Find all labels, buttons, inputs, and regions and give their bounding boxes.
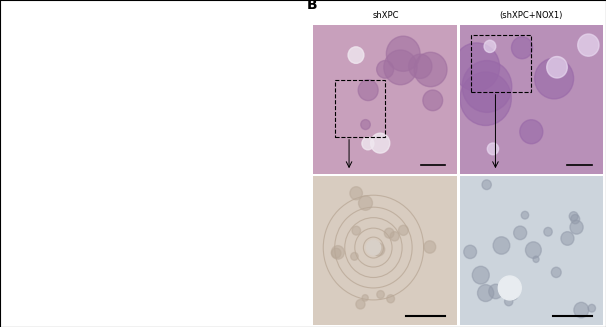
Text: B: B: [307, 0, 318, 12]
Circle shape: [432, 212, 444, 224]
Circle shape: [435, 253, 448, 267]
Ellipse shape: [64, 30, 88, 44]
Circle shape: [375, 48, 392, 66]
Circle shape: [408, 135, 425, 153]
Circle shape: [424, 128, 433, 138]
Circle shape: [493, 120, 514, 142]
Circle shape: [388, 40, 410, 62]
Circle shape: [375, 227, 382, 236]
Circle shape: [485, 120, 517, 154]
Circle shape: [435, 261, 442, 268]
Circle shape: [514, 208, 530, 226]
Text: (shXPC + NOX1): (shXPC + NOX1): [179, 5, 241, 14]
Circle shape: [327, 192, 336, 201]
Ellipse shape: [45, 13, 131, 80]
Circle shape: [433, 143, 447, 158]
Circle shape: [427, 288, 439, 301]
Circle shape: [539, 130, 562, 155]
Circle shape: [559, 73, 592, 108]
Circle shape: [476, 195, 490, 209]
Text: (shXPC+NOX1): (shXPC+NOX1): [505, 8, 568, 17]
Circle shape: [462, 229, 474, 241]
Circle shape: [574, 215, 585, 226]
Circle shape: [549, 227, 555, 233]
Circle shape: [342, 247, 350, 254]
Circle shape: [547, 213, 559, 224]
Circle shape: [513, 84, 552, 125]
Circle shape: [496, 77, 516, 97]
Text: *: *: [308, 167, 315, 180]
Circle shape: [362, 218, 368, 225]
Circle shape: [521, 196, 536, 211]
Circle shape: [435, 254, 442, 262]
Circle shape: [478, 224, 490, 236]
Circle shape: [544, 185, 554, 196]
Circle shape: [520, 299, 528, 308]
Circle shape: [349, 278, 363, 292]
Ellipse shape: [158, 11, 274, 87]
Circle shape: [506, 250, 516, 260]
Circle shape: [505, 246, 516, 257]
Circle shape: [502, 249, 510, 257]
Circle shape: [533, 31, 576, 76]
Circle shape: [361, 63, 371, 75]
Circle shape: [486, 301, 501, 317]
Circle shape: [365, 246, 378, 260]
Circle shape: [568, 215, 583, 230]
Circle shape: [385, 149, 395, 160]
Text: shXPC: shXPC: [373, 11, 399, 20]
Circle shape: [498, 276, 521, 300]
Circle shape: [543, 44, 567, 69]
Text: shXPC: shXPC: [76, 5, 100, 14]
Circle shape: [366, 240, 381, 255]
Legend: shCtrl, (shXPC+shAKT1), shXPC1, (shXPC1+shNOX), shXPC2, (shXPC1+NOX1), XPC-KC, : shCtrl, (shXPC+shAKT1), shXPC1, (shXPC1+…: [1, 110, 151, 142]
Circle shape: [495, 273, 508, 287]
Ellipse shape: [179, 24, 216, 45]
Circle shape: [387, 194, 393, 199]
Circle shape: [534, 124, 570, 162]
Text: shXPC: shXPC: [378, 8, 405, 17]
Circle shape: [396, 264, 408, 277]
Circle shape: [371, 78, 385, 93]
Circle shape: [383, 94, 398, 109]
Circle shape: [345, 227, 356, 238]
Circle shape: [478, 72, 502, 97]
Circle shape: [411, 69, 428, 86]
Circle shape: [566, 257, 578, 269]
Text: (shXPC+NOX1): (shXPC+NOX1): [499, 11, 562, 20]
Circle shape: [494, 255, 510, 271]
FancyBboxPatch shape: [18, 6, 292, 94]
Circle shape: [581, 180, 588, 188]
Circle shape: [420, 134, 432, 146]
Circle shape: [513, 265, 527, 280]
Text: B: B: [296, 0, 307, 6]
Circle shape: [427, 282, 441, 296]
